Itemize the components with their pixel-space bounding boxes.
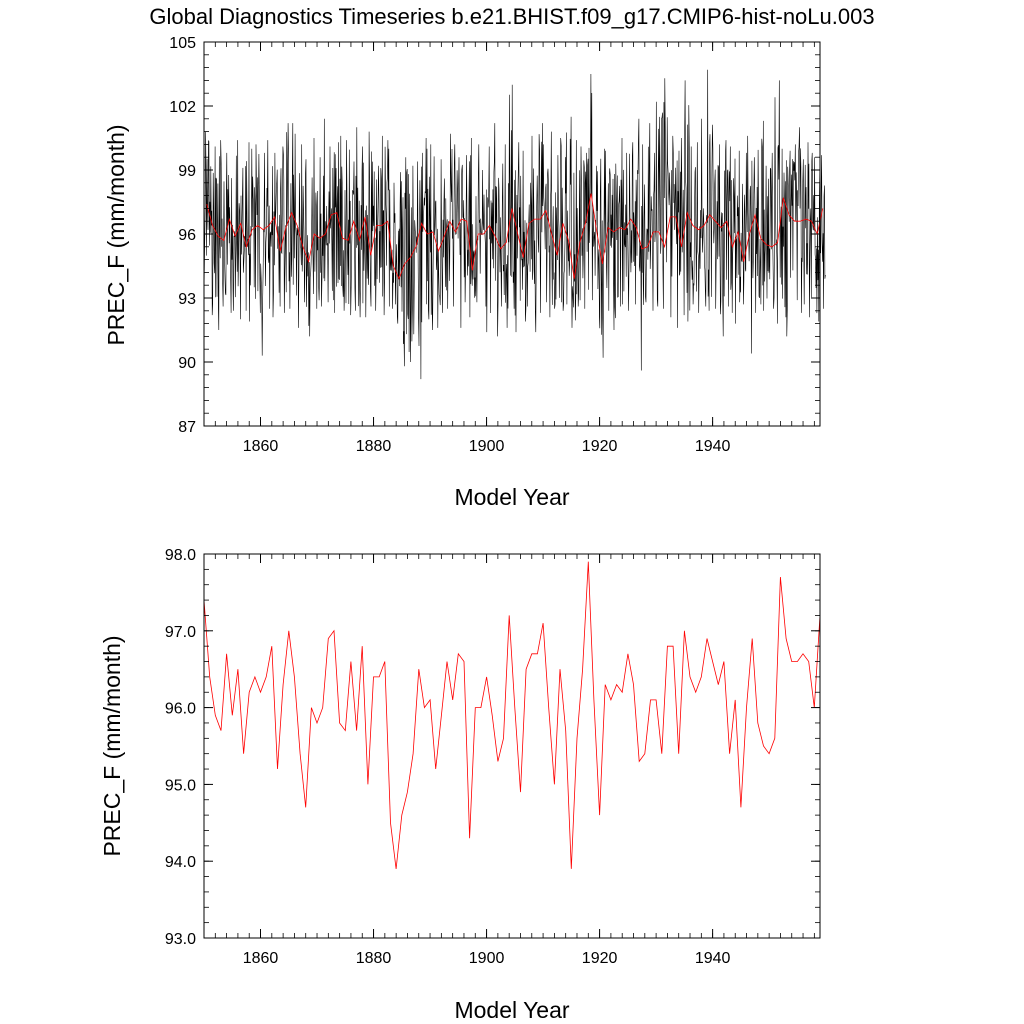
x-tick-label: 1860: [243, 950, 279, 967]
y-tick-label: 95.0: [165, 777, 196, 794]
x-tick-label: 1880: [356, 950, 392, 967]
x-tick-label: 1880: [356, 438, 392, 455]
y-tick-label: 93.0: [165, 931, 196, 948]
bottom-plot-x-tick-labels: 1860 1880 1900 1920 1940: [243, 950, 731, 967]
x-tick-label: 1920: [582, 950, 618, 967]
y-tick-label: 90: [178, 355, 196, 372]
annual-series-line: [206, 193, 824, 280]
bottom-plot-series: [203, 561, 821, 869]
y-tick-label: 96: [178, 227, 196, 244]
annual-series-line: [203, 561, 821, 869]
bottom-plot-y-tick-labels: 93.0 94.0 95.0 96.0 97.0 98.0: [165, 547, 196, 948]
y-tick-label: 87: [178, 419, 196, 436]
top-plot-x-axis-label: Model Year: [454, 484, 569, 510]
y-tick-label: 96.0: [165, 701, 196, 718]
bottom-plot: 93.0 94.0 95.0 96.0 97.0 98.0 1860 1880 1900 192…: [99, 547, 821, 1023]
bottom-plot-ticks: [204, 553, 820, 939]
y-tick-label: 105: [169, 35, 196, 52]
x-tick-label: 1940: [695, 438, 731, 455]
y-tick-label: 98.0: [165, 547, 196, 564]
x-tick-label: 1860: [243, 438, 279, 455]
y-tick-label: 102: [169, 99, 196, 116]
top-plot-y-axis-label: PREC_F (mm/month): [103, 124, 129, 345]
x-tick-label: 1900: [469, 950, 505, 967]
x-tick-label: 1920: [582, 438, 618, 455]
top-plot-frame: [203, 41, 821, 427]
top-plot-x-tick-labels: 1860 1880 1900 1920 1940: [243, 438, 731, 455]
bottom-plot-y-axis-label: PREC_F (mm/month): [99, 635, 125, 856]
y-tick-label: 97.0: [165, 624, 196, 641]
page-title: Global Diagnostics Timeseries b.e21.BHIS…: [149, 4, 874, 29]
bottom-plot-frame: [203, 553, 821, 939]
x-tick-label: 1900: [469, 438, 505, 455]
bottom-plot-x-axis-label: Model Year: [454, 997, 569, 1023]
y-tick-label: 99: [178, 163, 196, 180]
top-plot: 87 90 93 96 99 102 105 1860 1880 1900 1920 1940 Mo…: [103, 35, 826, 510]
top-plot-series: [203, 69, 826, 380]
y-tick-label: 93: [178, 291, 196, 308]
monthly-series-line: [203, 69, 826, 380]
top-plot-y-tick-labels: 87 90 93 96 99 102 105: [169, 35, 196, 436]
y-tick-label: 94.0: [165, 854, 196, 871]
top-plot-ticks: [204, 41, 820, 427]
x-tick-label: 1940: [695, 950, 731, 967]
